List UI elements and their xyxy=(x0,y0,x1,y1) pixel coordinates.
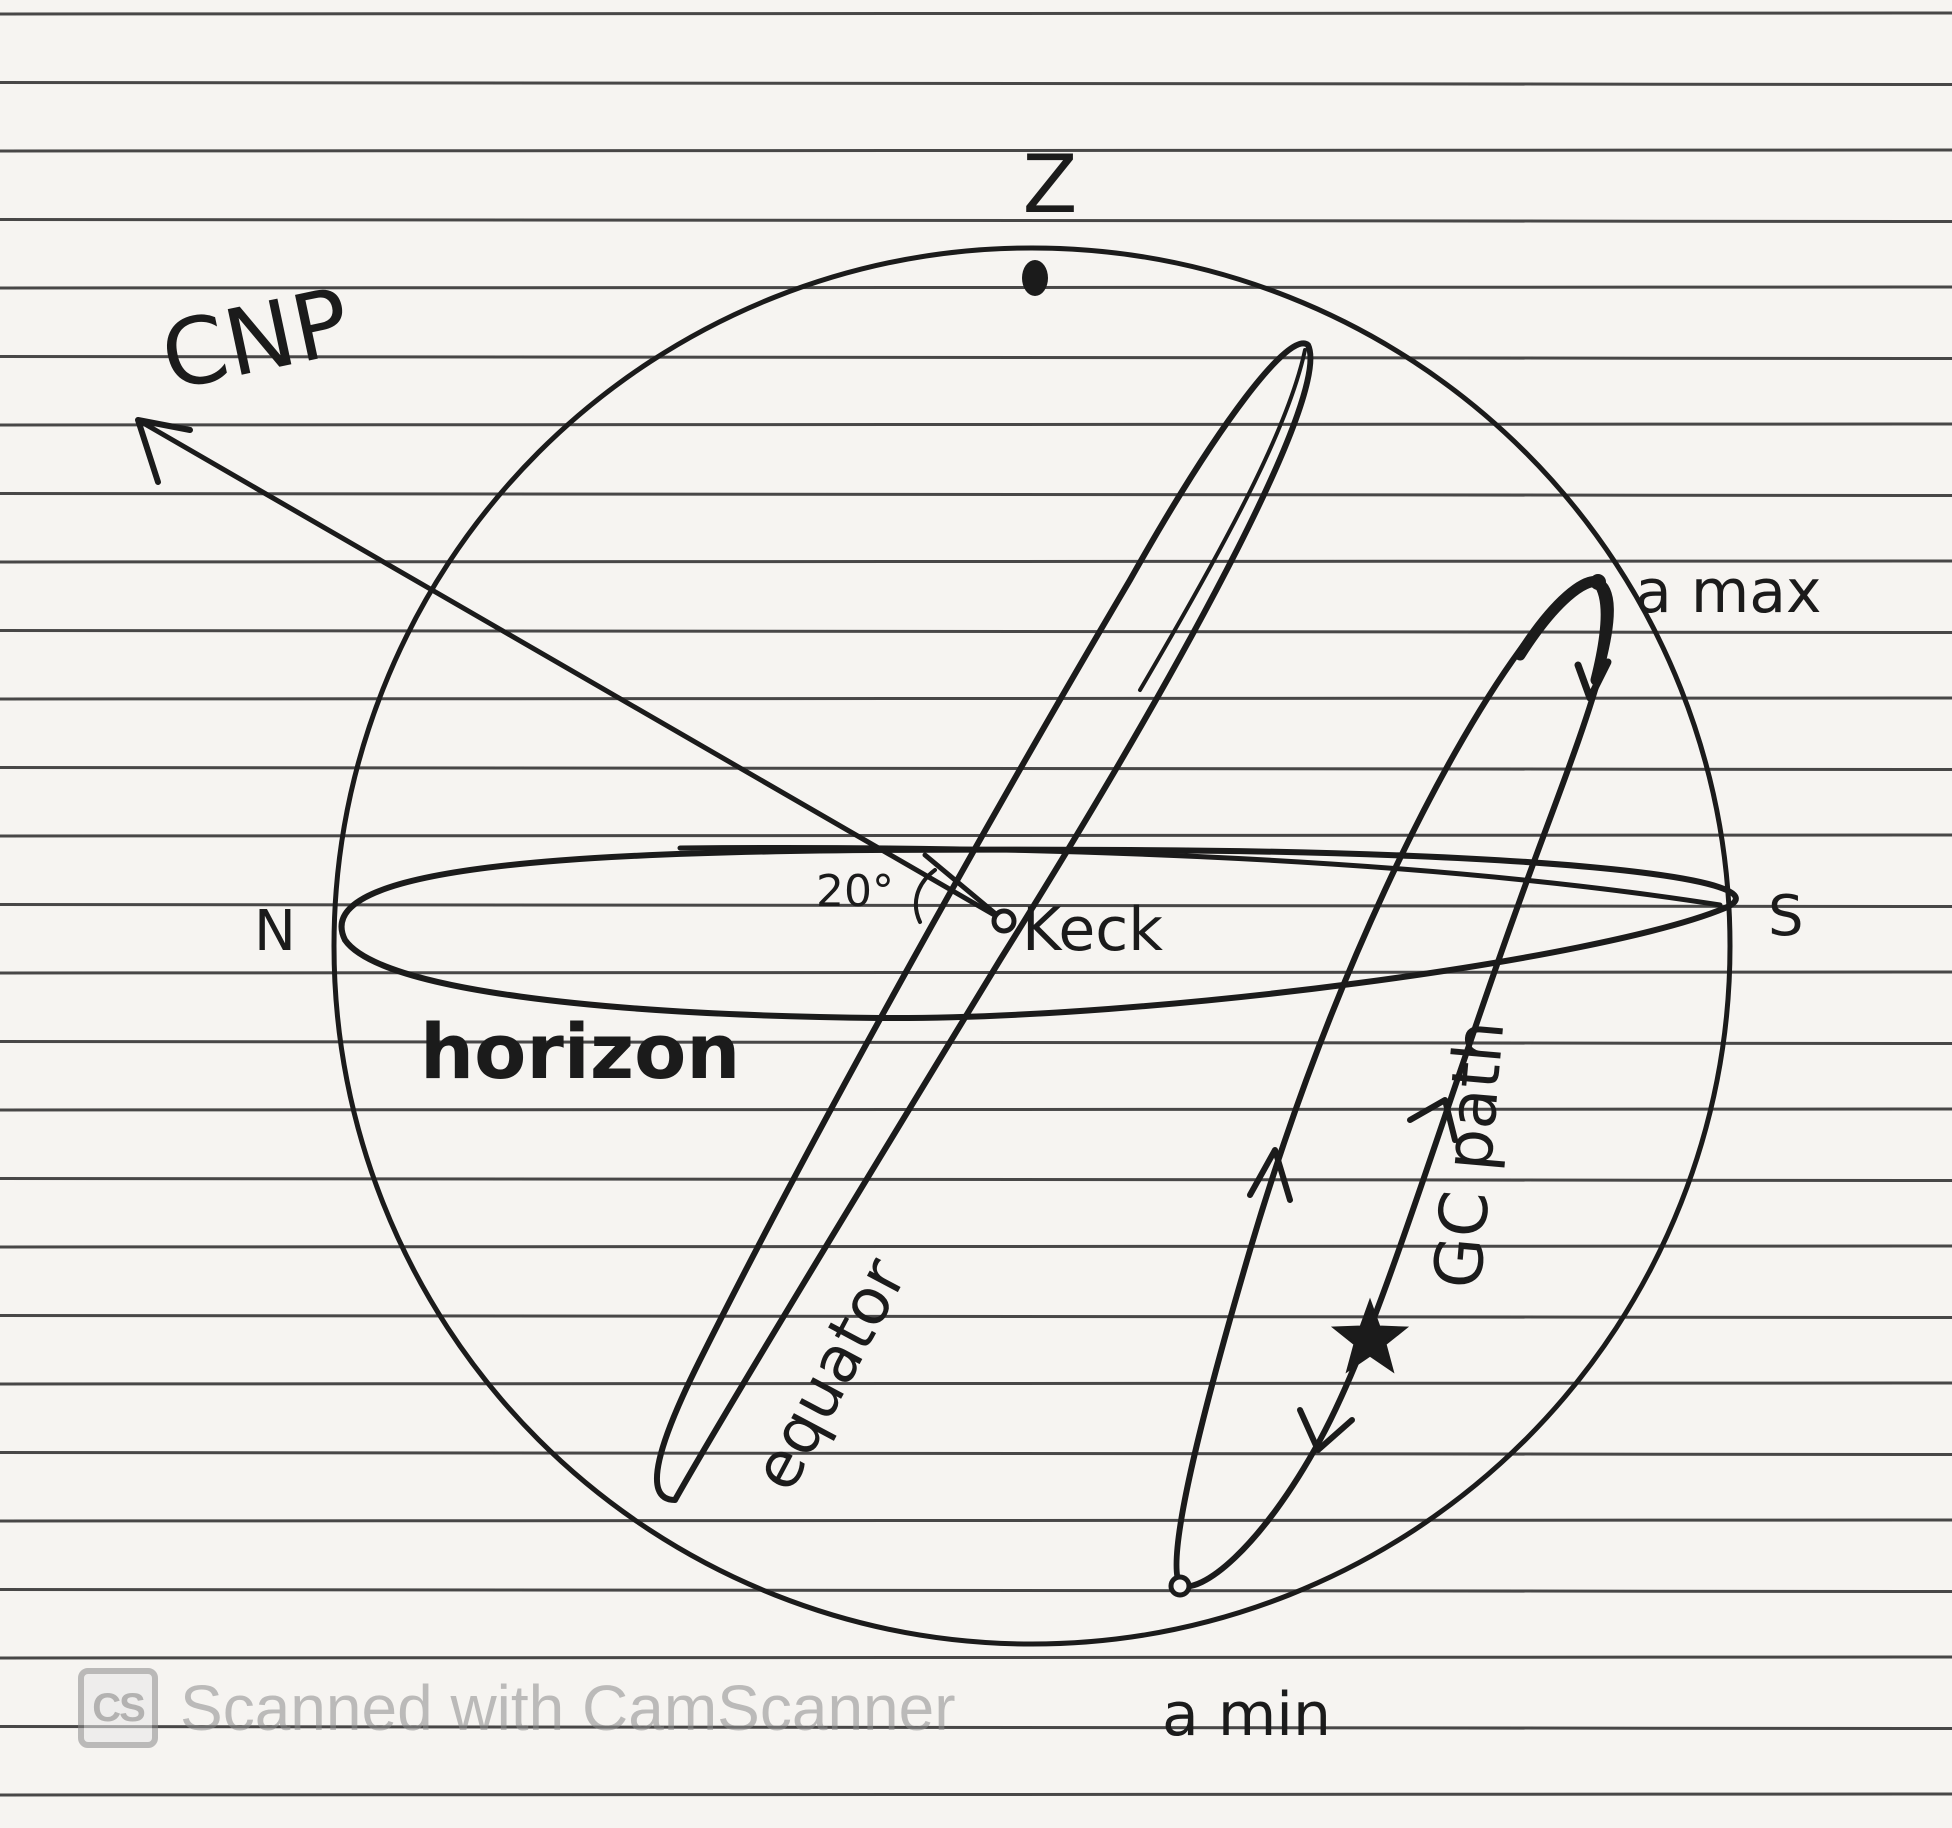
camscanner-logo-text: CS xyxy=(92,1685,146,1730)
ruled-line xyxy=(0,218,1952,223)
cnp-axis-tail xyxy=(922,852,1006,923)
ruled-line xyxy=(0,1040,1952,1045)
ruled-line xyxy=(0,629,1952,634)
equator-back-arc xyxy=(1138,348,1307,692)
ruled-line xyxy=(0,148,1952,153)
amin-dot xyxy=(1168,1574,1192,1598)
camscanner-logo: CS xyxy=(78,1668,158,1748)
ruled-line xyxy=(0,422,1952,427)
ruled-line xyxy=(0,970,1952,975)
ruled-line xyxy=(0,1381,1952,1386)
horizon-front-arc xyxy=(677,845,1723,908)
gc-path-ellipse xyxy=(1173,576,1614,1590)
ruled-line xyxy=(0,559,1952,564)
ruled-line xyxy=(0,285,1952,290)
camscanner-text: Scanned with CamScanner xyxy=(180,1672,956,1744)
gc-arrow-up-right-icon xyxy=(1407,1097,1458,1143)
zenith-dot xyxy=(1022,260,1048,296)
cnp-arrowhead xyxy=(135,417,193,485)
ruled-line xyxy=(0,1725,1952,1730)
equator-ellipse xyxy=(653,340,1314,1503)
gc-arrow-down-right-icon xyxy=(1297,1407,1355,1453)
ruled-line xyxy=(0,696,1952,701)
celestial-sphere xyxy=(331,245,1733,1647)
gc-arrow-down-icon xyxy=(1574,658,1612,702)
south-label: S xyxy=(1768,884,1804,949)
amax-label: a max xyxy=(1635,557,1822,627)
galactic-center-star-icon xyxy=(1330,1297,1410,1374)
ruled-line xyxy=(0,1314,1952,1319)
amin-label: a min xyxy=(1162,1680,1331,1750)
ruled-line xyxy=(0,355,1952,360)
ruled-line xyxy=(0,1244,1952,1249)
angle-arc xyxy=(913,868,937,924)
ruled-line xyxy=(0,1451,1952,1456)
ruled-line xyxy=(0,1518,1952,1523)
horizon-ellipse xyxy=(338,846,1739,1022)
amax-dot xyxy=(1590,574,1606,590)
camscanner-watermark: CS Scanned with CamScanner xyxy=(78,1668,956,1748)
ruled-line xyxy=(0,1107,1952,1112)
keck-dot xyxy=(991,908,1017,934)
angle-label: 20° xyxy=(816,866,894,917)
ruled-line xyxy=(0,1177,1952,1182)
cnp-axis xyxy=(135,417,1006,923)
gc-arrow-up-left-icon xyxy=(1247,1147,1293,1203)
ruled-line xyxy=(0,1588,1952,1593)
ruled-line xyxy=(0,1792,1952,1797)
north-label: N xyxy=(254,899,296,964)
gc-path-label: GC path xyxy=(1419,1017,1519,1291)
ruled-line xyxy=(0,766,1952,771)
ruled-line xyxy=(0,1655,1952,1660)
ruled-line xyxy=(0,833,1952,838)
zenith-label: Z xyxy=(1023,138,1078,231)
ruled-line xyxy=(0,11,1952,16)
ruled-line xyxy=(0,492,1952,497)
horizon-label: horizon xyxy=(420,1007,740,1096)
equator-label: equator xyxy=(739,1246,922,1502)
ruled-line xyxy=(0,81,1952,86)
keck-label: Keck xyxy=(1022,895,1163,965)
